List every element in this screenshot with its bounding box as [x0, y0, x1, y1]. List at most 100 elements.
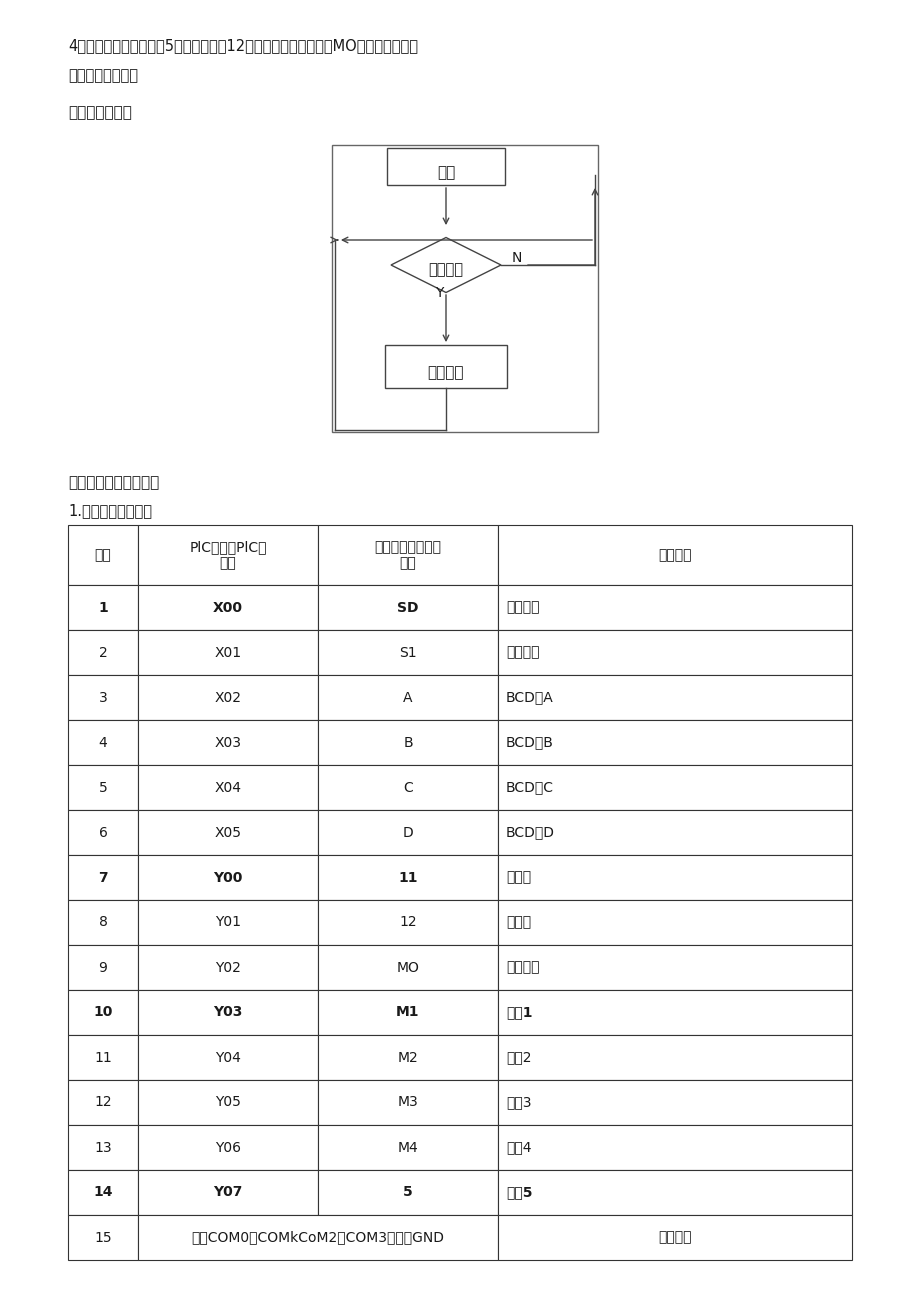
- Bar: [497, 630, 851, 675]
- Text: 启动: 启动: [437, 165, 455, 180]
- Text: 1: 1: [98, 601, 108, 614]
- Text: 邮箱5: 邮箱5: [505, 1185, 532, 1200]
- Text: D: D: [403, 826, 413, 839]
- Text: 传送电机: 传送电机: [505, 960, 539, 974]
- Bar: [318, 526, 497, 585]
- Bar: [497, 675, 851, 719]
- Text: X00: X00: [213, 601, 243, 614]
- Text: Y: Y: [435, 286, 443, 301]
- Bar: [497, 1080, 851, 1125]
- Text: X04: X04: [214, 781, 241, 795]
- Text: A: A: [403, 691, 413, 705]
- Text: M4: M4: [397, 1141, 418, 1154]
- Bar: [68, 765, 138, 811]
- Bar: [497, 1170, 851, 1215]
- Text: 9: 9: [98, 960, 108, 974]
- Text: 6: 6: [98, 826, 108, 839]
- Bar: [68, 855, 138, 900]
- Text: Y00: Y00: [213, 870, 243, 885]
- Text: 15: 15: [94, 1231, 112, 1245]
- Text: Y02: Y02: [215, 960, 241, 974]
- Bar: [68, 900, 138, 945]
- Bar: [318, 811, 497, 855]
- Text: 邮箱2: 邮箱2: [505, 1050, 531, 1064]
- Text: 5: 5: [403, 1185, 413, 1200]
- Bar: [68, 630, 138, 675]
- Text: N: N: [512, 251, 522, 265]
- Text: 4．若读到的邮码不是该5个数，则红灯12闪烁，表示出错，电机MO停止，重新启动: 4．若读到的邮码不是该5个数，则红灯12闪烁，表示出错，电机MO停止，重新启动: [68, 38, 417, 53]
- Text: BCD码C: BCD码C: [505, 781, 553, 795]
- Text: Y07: Y07: [213, 1185, 243, 1200]
- Bar: [138, 585, 318, 630]
- Bar: [68, 1080, 138, 1125]
- Bar: [497, 945, 851, 990]
- Bar: [68, 945, 138, 990]
- Bar: [318, 1170, 497, 1215]
- Text: 后，能重新运行。: 后，能重新运行。: [68, 68, 138, 83]
- Bar: [138, 990, 318, 1036]
- Bar: [68, 719, 138, 765]
- Text: 邮箱3: 邮箱3: [505, 1095, 531, 1110]
- Bar: [497, 900, 851, 945]
- Bar: [497, 1215, 851, 1259]
- Text: 12: 12: [399, 916, 416, 929]
- Bar: [68, 1125, 138, 1170]
- Text: 启动开关: 启动开关: [505, 601, 539, 614]
- Bar: [138, 855, 318, 900]
- Bar: [68, 675, 138, 719]
- Text: X05: X05: [214, 826, 241, 839]
- Bar: [68, 585, 138, 630]
- Bar: [318, 630, 497, 675]
- Text: 12: 12: [94, 1095, 112, 1110]
- Text: X02: X02: [214, 691, 241, 705]
- Bar: [497, 526, 851, 585]
- Text: 电气符号（面板端
子）: 电气符号（面板端 子）: [374, 540, 441, 570]
- Text: BCD码A: BCD码A: [505, 691, 553, 705]
- Bar: [138, 1080, 318, 1125]
- Bar: [138, 811, 318, 855]
- Text: M1: M1: [396, 1006, 419, 1020]
- Bar: [318, 675, 497, 719]
- Bar: [138, 765, 318, 811]
- Text: 11: 11: [94, 1050, 112, 1064]
- Bar: [384, 345, 506, 388]
- Text: 五、程序流程图: 五、程序流程图: [68, 105, 131, 120]
- Bar: [68, 526, 138, 585]
- Bar: [138, 719, 318, 765]
- Bar: [68, 1215, 138, 1259]
- Text: Y04: Y04: [215, 1050, 241, 1064]
- Text: B: B: [403, 735, 413, 749]
- Bar: [387, 148, 505, 185]
- Text: 功能说明: 功能说明: [657, 548, 691, 562]
- Text: 5: 5: [98, 781, 108, 795]
- Text: 检测邮码: 检测邮码: [505, 645, 539, 660]
- Text: 7: 7: [98, 870, 108, 885]
- Bar: [318, 990, 497, 1036]
- Text: 11: 11: [398, 870, 417, 885]
- Bar: [138, 1215, 497, 1259]
- Text: 邮箱1: 邮箱1: [505, 1006, 532, 1020]
- Bar: [497, 1036, 851, 1080]
- Bar: [68, 990, 138, 1036]
- Text: BCD码D: BCD码D: [505, 826, 554, 839]
- Bar: [497, 765, 851, 811]
- Bar: [318, 719, 497, 765]
- Text: SD: SD: [397, 601, 418, 614]
- Text: 1.端口分配及功能表: 1.端口分配及功能表: [68, 503, 152, 518]
- Bar: [332, 144, 597, 432]
- Text: Y05: Y05: [215, 1095, 241, 1110]
- Bar: [497, 1125, 851, 1170]
- Text: 分拣邮件: 分拣邮件: [427, 366, 464, 380]
- Bar: [138, 1036, 318, 1080]
- Text: S1: S1: [399, 645, 416, 660]
- Bar: [68, 1170, 138, 1215]
- Text: PlC地址（PlC端
子）: PlC地址（PlC端 子）: [189, 540, 267, 570]
- Bar: [318, 1080, 497, 1125]
- Bar: [497, 719, 851, 765]
- Text: Y01: Y01: [215, 916, 241, 929]
- Text: 4: 4: [98, 735, 108, 749]
- Bar: [318, 585, 497, 630]
- Bar: [318, 855, 497, 900]
- Text: 14: 14: [93, 1185, 113, 1200]
- Text: M2: M2: [397, 1050, 418, 1064]
